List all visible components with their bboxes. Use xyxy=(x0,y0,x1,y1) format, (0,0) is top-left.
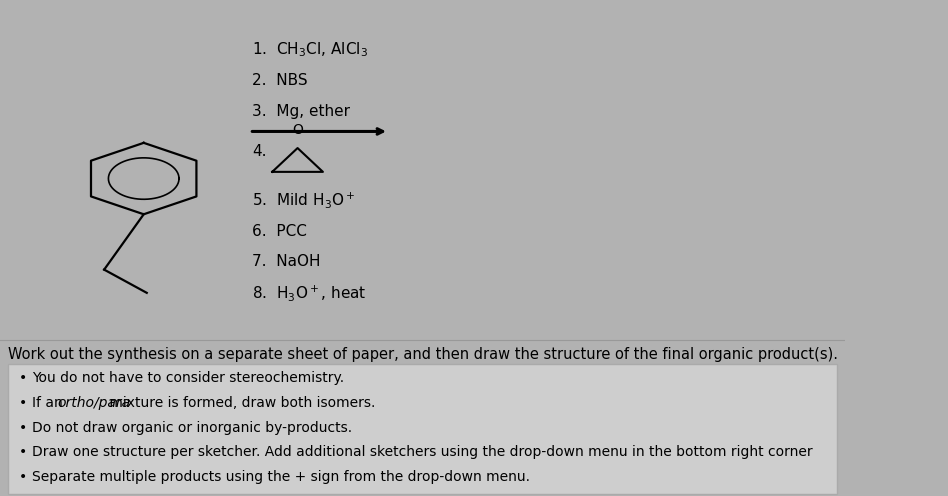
Text: 1.  CH$_3$Cl, AlCl$_3$: 1. CH$_3$Cl, AlCl$_3$ xyxy=(252,40,368,59)
Text: 4.: 4. xyxy=(252,144,266,159)
Text: Separate multiple products using the + sign from the drop-down menu.: Separate multiple products using the + s… xyxy=(32,470,530,484)
Text: •: • xyxy=(19,396,27,410)
Text: •: • xyxy=(19,371,27,385)
Text: You do not have to consider stereochemistry.: You do not have to consider stereochemis… xyxy=(32,371,344,385)
Text: If an: If an xyxy=(32,396,67,410)
Text: 2.  NBS: 2. NBS xyxy=(252,73,307,88)
Text: 3.  Mg, ether: 3. Mg, ether xyxy=(252,104,350,119)
Text: 7.  NaOH: 7. NaOH xyxy=(252,254,320,269)
Text: 8.  H$_3$O$^+$, heat: 8. H$_3$O$^+$, heat xyxy=(252,283,367,303)
Text: •: • xyxy=(19,470,27,484)
Text: Do not draw organic or inorganic by-products.: Do not draw organic or inorganic by-prod… xyxy=(32,421,353,434)
Text: 5.  Mild H$_3$O$^+$: 5. Mild H$_3$O$^+$ xyxy=(252,190,356,210)
Text: Draw one structure per sketcher. Add additional sketchers using the drop-down me: Draw one structure per sketcher. Add add… xyxy=(32,445,812,459)
Text: ortho/para: ortho/para xyxy=(58,396,131,410)
Text: •: • xyxy=(19,445,27,459)
Text: •: • xyxy=(19,421,27,434)
Text: O: O xyxy=(292,123,303,137)
Text: 6.  PCC: 6. PCC xyxy=(252,224,307,239)
Text: Work out the synthesis on a separate sheet of paper, and then draw the structure: Work out the synthesis on a separate she… xyxy=(9,347,838,362)
Text: mixture is formed, draw both isomers.: mixture is formed, draw both isomers. xyxy=(105,396,375,410)
Bar xyxy=(9,364,837,494)
